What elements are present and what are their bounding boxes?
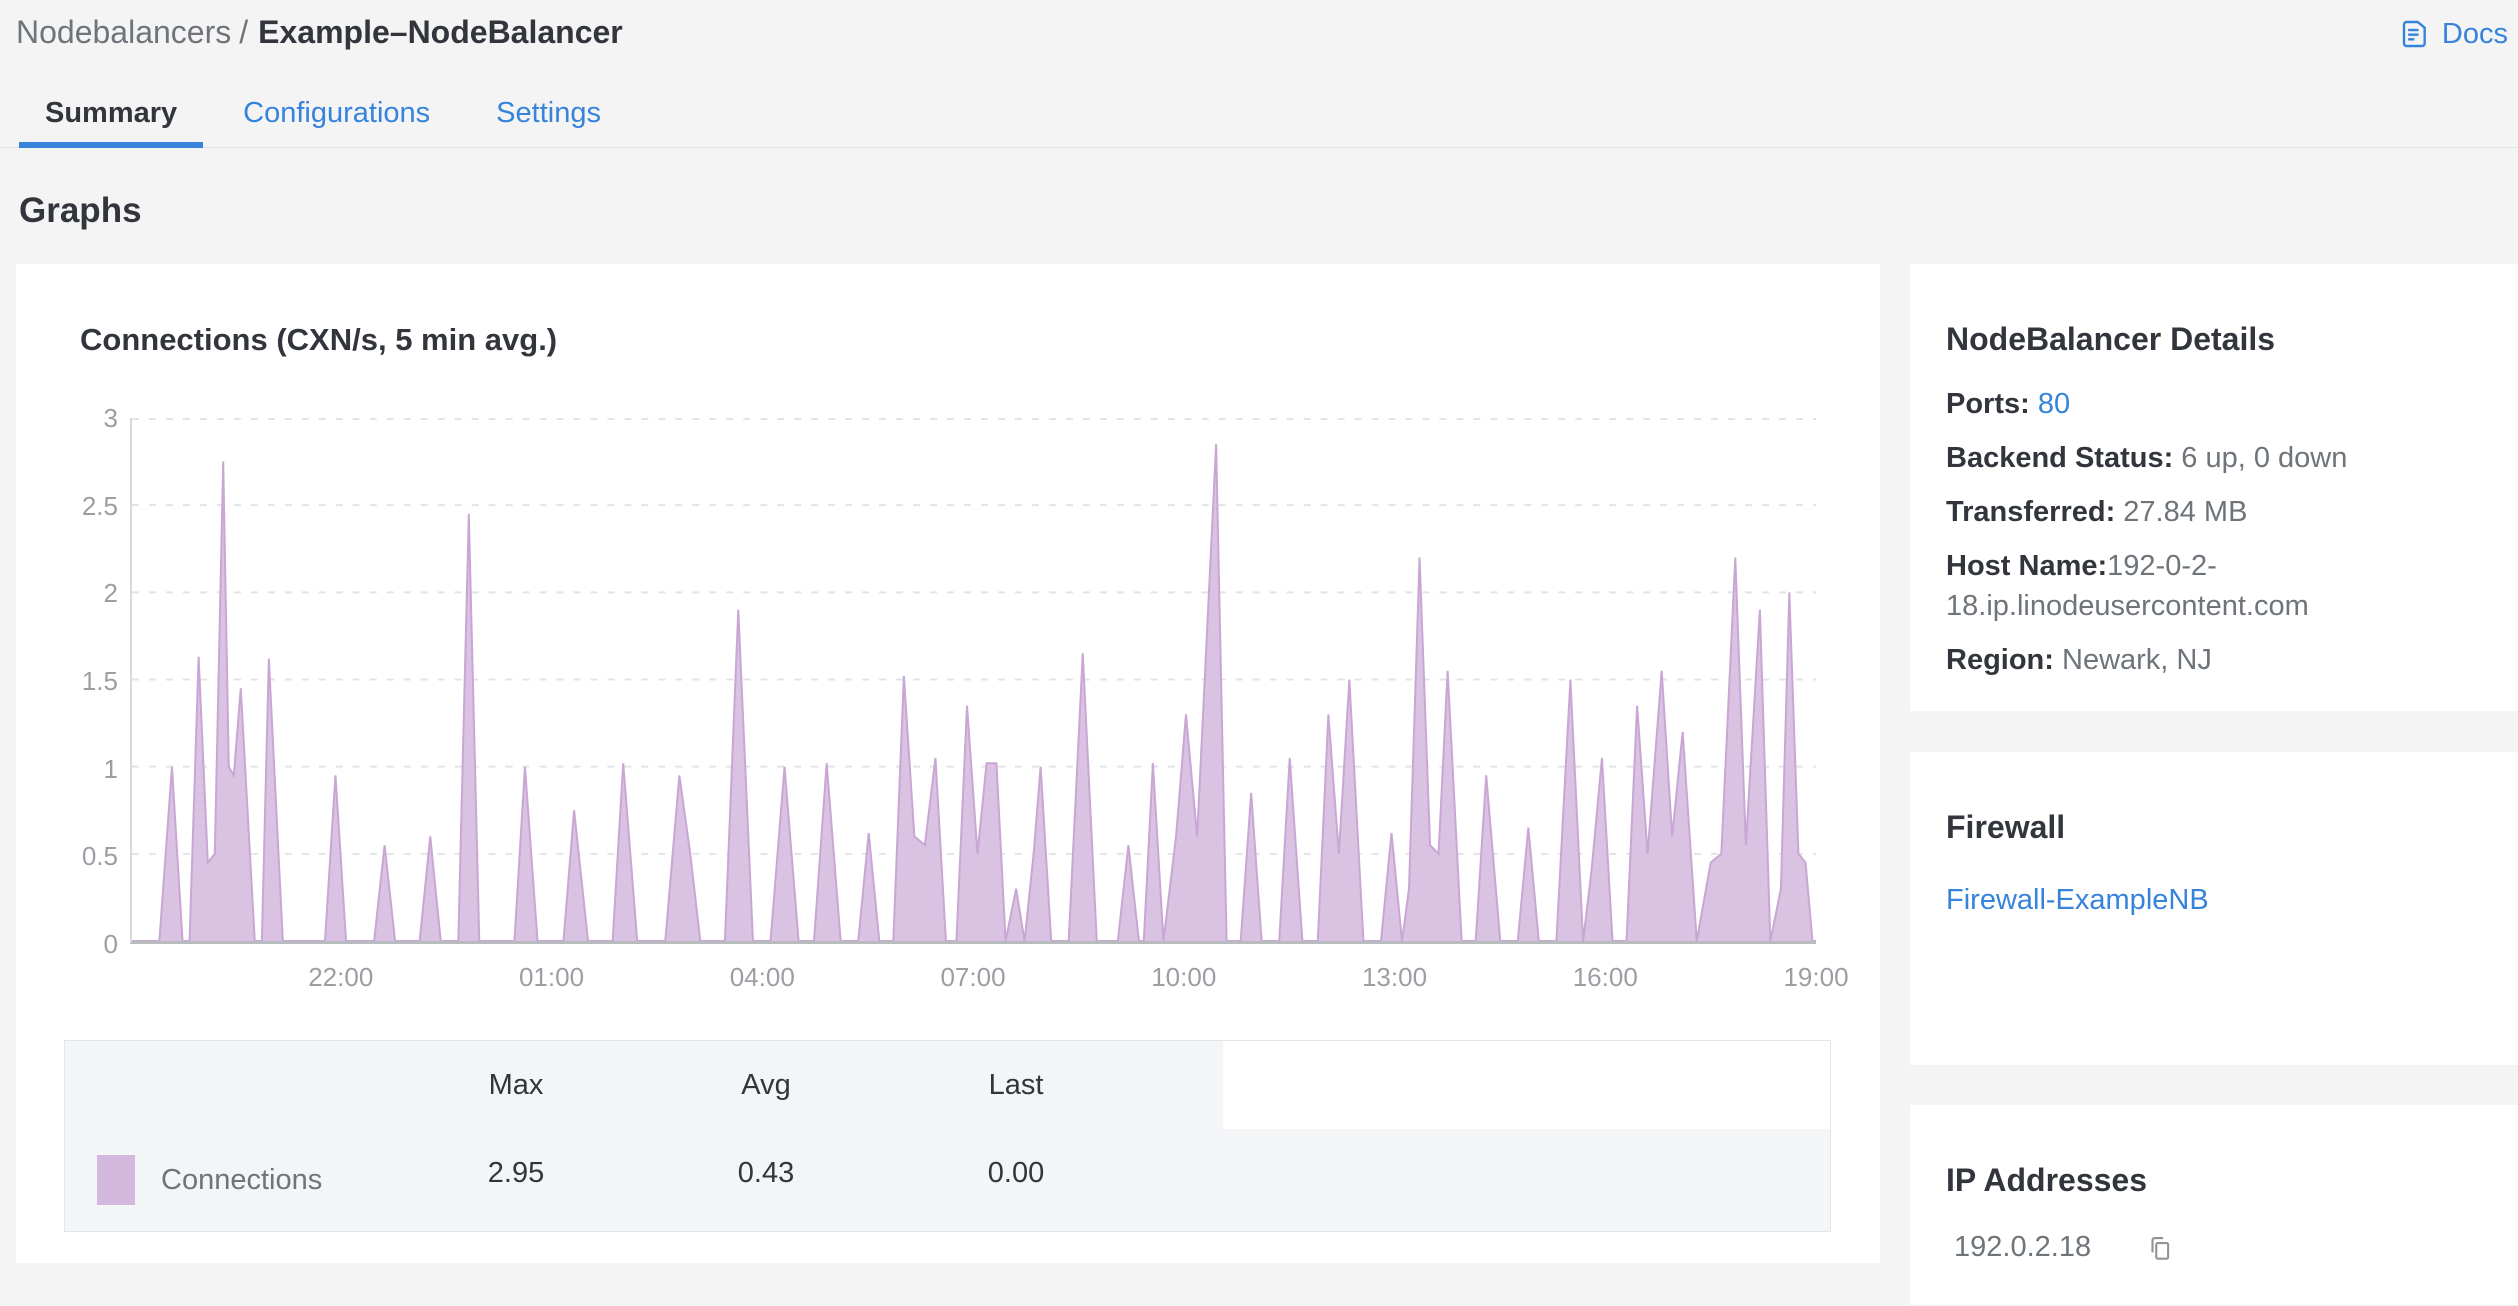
y-tick-label: 1 bbox=[103, 753, 118, 784]
copy-ip-button[interactable] bbox=[2145, 1233, 2175, 1263]
port-80-link[interactable]: 80 bbox=[2037, 388, 2071, 420]
legend-max-value: 2.95 bbox=[391, 1129, 641, 1231]
tab-configurations[interactable]: Configurations bbox=[243, 97, 431, 129]
top-bar: Nodebalancers / Example–NodeBalancer Docs bbox=[0, 0, 2518, 54]
plot-area bbox=[130, 418, 1816, 944]
connections-graph-card: Connections (CXN/s, 5 min avg.) 0 0.5 1 1.5… bbox=[16, 264, 1880, 1263]
breadcrumb: Nodebalancers / Example–NodeBalancer bbox=[16, 12, 623, 52]
x-tick-label: 01:00 bbox=[518, 962, 585, 992]
tab-summary[interactable]: Summary bbox=[19, 82, 204, 148]
detail-row-ports: Ports: 80 bbox=[1946, 388, 2071, 420]
detail-row-transferred: Transferred: 27.84 MB bbox=[1946, 496, 2248, 528]
firewall-title: Firewall bbox=[1946, 809, 2066, 845]
y-tick-label: 0.5 bbox=[81, 841, 118, 872]
connections-color-swatch bbox=[97, 1155, 135, 1205]
detail-row-backend-status: Backend Status: 6 up, 0 down bbox=[1946, 442, 2348, 474]
y-tick-label: 2.5 bbox=[81, 490, 118, 521]
x-tick-label: 16:00 bbox=[1572, 962, 1638, 992]
y-tick-label: 2 bbox=[103, 578, 118, 609]
y-tick-label: 0 bbox=[103, 929, 118, 959]
legend-header-avg: Avg bbox=[641, 1041, 891, 1129]
x-tick-label: 07:00 bbox=[940, 962, 1006, 992]
x-tick-label: 22:00 bbox=[308, 962, 374, 992]
legend-header-last: Last bbox=[891, 1041, 1141, 1129]
summary-sidebar: NodeBalancer Details Ports: 80 Backend S… bbox=[1910, 264, 2518, 1305]
legend-avg-value: 0.43 bbox=[641, 1129, 891, 1231]
x-tick-label: 04:00 bbox=[729, 962, 795, 992]
tab-bar: Summary Configurations Settings bbox=[0, 82, 2518, 148]
y-tick-label: 1.5 bbox=[81, 666, 118, 696]
main-content: Connections (CXN/s, 5 min avg.) 0 0.5 1 1.5… bbox=[0, 264, 2518, 1305]
legend-header-empty bbox=[1223, 1041, 1830, 1129]
ip-address-row: 192.0.2.18 bbox=[1946, 1231, 2482, 1264]
legend-series-name: Connections bbox=[161, 1164, 323, 1196]
docs-link[interactable]: Docs bbox=[2398, 12, 2508, 54]
details-title: NodeBalancer Details bbox=[1946, 321, 2276, 357]
copy-icon bbox=[2145, 1236, 2175, 1266]
nodebalancer-details-card: NodeBalancer Details Ports: 80 Backend S… bbox=[1910, 264, 2518, 711]
chart-legend-table: Max Avg Last Connections 2.95 0.43 0.00 bbox=[64, 1040, 1831, 1232]
legend-header-max: Max bbox=[391, 1041, 641, 1129]
breadcrumb-separator: / bbox=[239, 14, 249, 50]
legend-header-spacer2 bbox=[1141, 1041, 1223, 1129]
x-axis: 22:00 01:00 04:00 07:00 10:00 13:00 16:00 19:00 bbox=[130, 944, 1848, 1000]
detail-row-region: Region: Newark, NJ bbox=[1946, 644, 2212, 676]
legend-header-spacer bbox=[65, 1041, 391, 1129]
legend-data-row: Connections 2.95 0.43 0.00 bbox=[65, 1129, 1830, 1231]
x-tick-label: 10:00 bbox=[1151, 962, 1217, 992]
page-title: Graphs bbox=[19, 191, 142, 230]
y-axis: 0 0.5 1 1.5 2 2.5 3 bbox=[80, 403, 130, 959]
firewall-card: Firewall Firewall-ExampleNB bbox=[1910, 752, 2518, 1065]
breadcrumb-current-nodebalancer: Example–NodeBalancer bbox=[258, 14, 623, 50]
ip-addresses-title: IP Addresses bbox=[1946, 1162, 2147, 1198]
ip-addresses-card: IP Addresses 192.0.2.18 bbox=[1910, 1105, 2518, 1305]
detail-row-hostname: Host Name:192-0-2-18.ip.linodeuserconten… bbox=[1946, 550, 2309, 622]
legend-last-value: 0.00 bbox=[891, 1129, 1141, 1231]
x-tick-label: 13:00 bbox=[1361, 962, 1428, 992]
legend-cell-end bbox=[1223, 1129, 1830, 1231]
ip-address-value: 192.0.2.18 bbox=[1954, 1231, 2092, 1263]
connections-area-chart bbox=[132, 418, 1816, 941]
legend-cell-spacer bbox=[1141, 1129, 1223, 1231]
chart-title: Connections (CXN/s, 5 min avg.) bbox=[80, 322, 558, 357]
legend-header-row: Max Avg Last bbox=[65, 1041, 1830, 1129]
document-icon bbox=[2398, 18, 2430, 50]
breadcrumb-nodebalancers-link[interactable]: Nodebalancers bbox=[16, 14, 232, 50]
firewall-examplenb-link[interactable]: Firewall-ExampleNB bbox=[1946, 884, 2209, 916]
x-tick-label: 19:00 bbox=[1783, 962, 1849, 992]
chart-area: 0 0.5 1 1.5 2 2.5 3 bbox=[80, 403, 1816, 959]
docs-label: Docs bbox=[2441, 18, 2508, 50]
y-tick-label: 3 bbox=[103, 403, 118, 433]
tab-settings[interactable]: Settings bbox=[496, 97, 601, 129]
legend-series[interactable]: Connections bbox=[65, 1129, 391, 1231]
